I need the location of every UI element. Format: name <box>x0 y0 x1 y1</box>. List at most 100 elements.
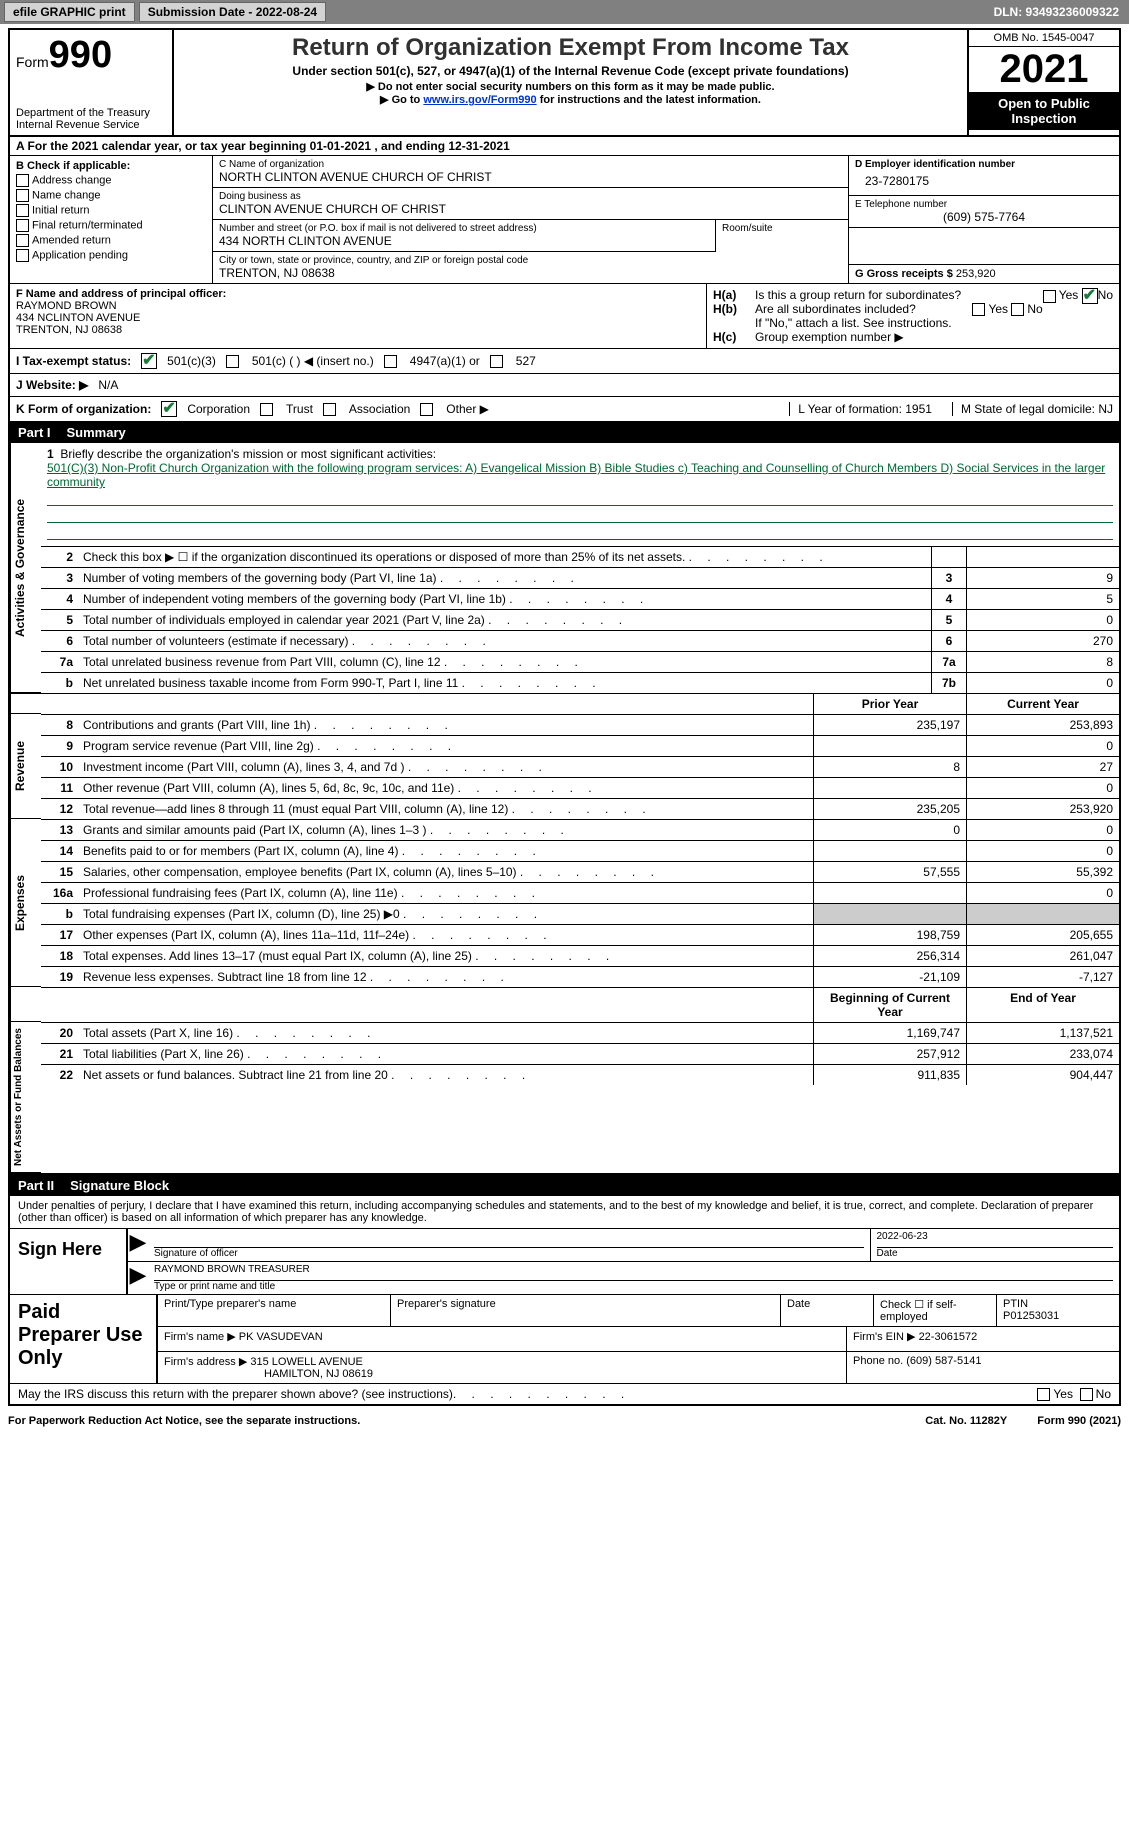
firm-name-label: Firm's name ▶ <box>164 1331 236 1343</box>
mission-text: 501(C)(3) Non-Profit Church Organization… <box>47 461 1105 489</box>
city-label: City or town, state or province, country… <box>219 255 842 266</box>
firm-phone-label: Phone no. <box>853 1355 903 1367</box>
tax-year: 2021 <box>969 47 1119 92</box>
dln-label: DLN: 93493236009322 <box>988 3 1125 21</box>
calendar-year-row: A For the 2021 calendar year, or tax yea… <box>10 137 1119 156</box>
chk-address-change[interactable] <box>16 174 29 187</box>
chk-501c3[interactable] <box>141 353 157 369</box>
website-value: N/A <box>98 378 118 392</box>
sig-date-label: Date <box>877 1248 898 1259</box>
paid-preparer-label: Paid Preparer Use Only <box>10 1295 158 1383</box>
ha-no[interactable] <box>1082 288 1098 304</box>
chk-corp[interactable] <box>161 401 177 417</box>
tax-status-row: I Tax-exempt status: 501(c)(3) 501(c) ( … <box>10 349 1119 374</box>
prep-date-label: Date <box>781 1295 874 1326</box>
chk-501c[interactable] <box>226 355 239 368</box>
box-f: F Name and address of principal officer:… <box>10 284 707 348</box>
chk-527[interactable] <box>490 355 503 368</box>
phone-value: (609) 575-7764 <box>855 210 1113 224</box>
hb-no[interactable] <box>1011 303 1024 316</box>
ha-yes[interactable] <box>1043 290 1056 303</box>
org-name-label: C Name of organization <box>219 159 842 170</box>
side-netassets: Net Assets or Fund Balances <box>10 1022 41 1173</box>
officer-name: RAYMOND BROWN <box>16 300 700 312</box>
submission-date-button[interactable]: Submission Date - 2022-08-24 <box>139 2 326 22</box>
chk-4947[interactable] <box>384 355 397 368</box>
officer-city: TRENTON, NJ 08638 <box>16 324 700 336</box>
summary-line: 4Number of independent voting members of… <box>41 588 1119 609</box>
part2-header: Part IISignature Block <box>10 1175 1119 1196</box>
box-d: D Employer identification number 23-7280… <box>848 156 1119 283</box>
summary-line: 19Revenue less expenses. Subtract line 1… <box>41 966 1119 987</box>
summary-line: 2Check this box ▶ ☐ if the organization … <box>41 546 1119 567</box>
korg-row: K Form of organization: Corporation Trus… <box>10 397 1119 422</box>
firm-addr2: HAMILTON, NJ 08619 <box>164 1368 373 1380</box>
gross-value: 253,920 <box>956 268 996 280</box>
irs-link[interactable]: www.irs.gov/Form990 <box>423 94 536 106</box>
website-row: J Website: ▶ N/A <box>10 374 1119 397</box>
box-h: H(a)Is this a group return for subordina… <box>707 284 1119 348</box>
firm-addr-label: Firm's address ▶ <box>164 1356 247 1368</box>
prep-sig-label: Preparer's signature <box>391 1295 781 1326</box>
chk-amended[interactable] <box>16 234 29 247</box>
irs-label: Internal Revenue Service <box>16 119 166 131</box>
firm-ein-label: Firm's EIN ▶ <box>853 1331 916 1343</box>
form-number: 990 <box>49 34 112 76</box>
summary-line: 22Net assets or fund balances. Subtract … <box>41 1064 1119 1085</box>
footer: For Paperwork Reduction Act Notice, see … <box>0 1412 1129 1430</box>
discuss-row: May the IRS discuss this return with the… <box>10 1384 1119 1404</box>
summary-line: bTotal fundraising expenses (Part IX, co… <box>41 903 1119 924</box>
ein-value: 23-7280175 <box>855 170 1113 192</box>
sig-name-value: RAYMOND BROWN TREASURER <box>154 1264 1113 1281</box>
chk-app-pending[interactable] <box>16 249 29 262</box>
dba-label: Doing business as <box>219 191 842 202</box>
sig-officer-label: Signature of officer <box>154 1248 238 1259</box>
form-label: Form <box>16 54 49 70</box>
form-subtitle: Under section 501(c), 527, or 4947(a)(1)… <box>182 64 959 78</box>
hc-label: Group exemption number ▶ <box>755 330 904 344</box>
topbar: efile GRAPHIC print Submission Date - 20… <box>0 0 1129 24</box>
org-name: NORTH CLINTON AVENUE CHURCH OF CHRIST <box>219 170 842 184</box>
state-domicile: M State of legal domicile: NJ <box>952 402 1113 416</box>
box-b-title: B Check if applicable: <box>16 160 206 172</box>
chk-trust[interactable] <box>260 403 273 416</box>
efile-print-button[interactable]: efile GRAPHIC print <box>4 2 135 22</box>
ptin-label: PTIN <box>1003 1298 1028 1310</box>
sig-name-label: Type or print name and title <box>154 1281 275 1292</box>
chk-name-change[interactable] <box>16 189 29 202</box>
arrow-icon: ▶ <box>128 1262 148 1294</box>
part1-header: Part ISummary <box>10 422 1119 443</box>
paperwork-notice: For Paperwork Reduction Act Notice, see … <box>8 1415 360 1427</box>
chk-other[interactable] <box>420 403 433 416</box>
summary-line: 10Investment income (Part VIII, column (… <box>41 756 1119 777</box>
summary-line: 17Other expenses (Part IX, column (A), l… <box>41 924 1119 945</box>
ssn-note: ▶ Do not enter social security numbers o… <box>182 80 959 93</box>
summary-line: 18Total expenses. Add lines 13–17 (must … <box>41 945 1119 966</box>
room-label: Room/suite <box>716 220 848 252</box>
summary-line: 6Total number of volunteers (estimate if… <box>41 630 1119 651</box>
box-c: C Name of organization NORTH CLINTON AVE… <box>213 156 848 283</box>
discuss-yes[interactable] <box>1037 1388 1050 1401</box>
chk-assoc[interactable] <box>323 403 336 416</box>
ein-label: D Employer identification number <box>855 159 1113 170</box>
col-header-row: Prior Year Current Year <box>41 693 1119 714</box>
officer-street: 434 NCLINTON AVENUE <box>16 312 700 324</box>
summary-line: 3Number of voting members of the governi… <box>41 567 1119 588</box>
chk-initial-return[interactable] <box>16 204 29 217</box>
side-revenue: Revenue <box>10 714 41 819</box>
officer-label: F Name and address of principal officer: <box>16 288 700 300</box>
chk-final-return[interactable] <box>16 219 29 232</box>
hb-note: If "No," attach a list. See instructions… <box>713 316 1113 330</box>
summary-line: 15Salaries, other compensation, employee… <box>41 861 1119 882</box>
side-activities: Activities & Governance <box>10 443 41 693</box>
summary-line: 12Total revenue—add lines 8 through 11 (… <box>41 798 1119 819</box>
form-ref: Form 990 (2021) <box>1037 1415 1121 1427</box>
hb-yes[interactable] <box>972 303 985 316</box>
discuss-no[interactable] <box>1080 1388 1093 1401</box>
street-label: Number and street (or P.O. box if mail i… <box>219 223 709 234</box>
open-public-badge: Open to Public Inspection <box>969 92 1119 130</box>
phone-label: E Telephone number <box>855 199 1113 210</box>
arrow-icon: ▶ <box>128 1229 148 1261</box>
goto-note: ▶ Go to www.irs.gov/Form990 for instruct… <box>182 93 959 106</box>
summary-line: 14Benefits paid to or for members (Part … <box>41 840 1119 861</box>
